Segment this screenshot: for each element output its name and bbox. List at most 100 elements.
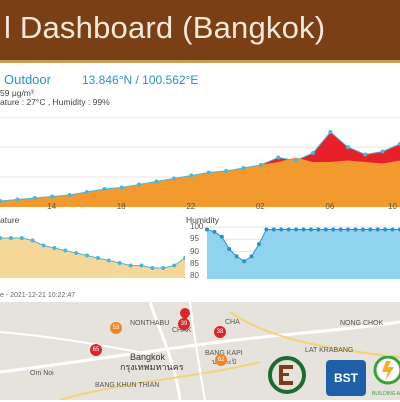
title-bar: l Dashboard (Bangkok)	[0, 0, 400, 60]
temperature-data-point[interactable]	[150, 266, 155, 270]
temperature-area-chart[interactable]	[0, 228, 185, 278]
humidity-data-point[interactable]	[346, 227, 351, 232]
pm-data-point[interactable]	[276, 155, 281, 160]
map-label: Om Noi	[30, 370, 54, 377]
humidity-data-point[interactable]	[375, 227, 380, 232]
pm-data-point[interactable]	[50, 194, 55, 199]
humidity-data-point[interactable]	[338, 227, 343, 232]
bst-logo: BST	[326, 360, 366, 396]
pm-data-point[interactable]	[67, 193, 72, 197]
pm-data-point[interactable]	[154, 179, 159, 184]
map-pin-aqi[interactable]: 65	[90, 344, 102, 356]
temperature-data-point[interactable]	[41, 243, 46, 248]
humidity-data-point[interactable]	[279, 227, 284, 232]
weather-reading: ature : 27°C , Humidity : 99%	[0, 97, 110, 107]
pm-data-point[interactable]	[206, 170, 211, 175]
map-label: BANG KAPI	[205, 350, 243, 357]
pm-data-point[interactable]	[189, 173, 194, 178]
temperature-data-point[interactable]	[8, 236, 13, 240]
humidity-data-point[interactable]	[212, 229, 217, 234]
pm-data-point[interactable]	[0, 199, 2, 203]
pm-data-point[interactable]	[137, 182, 142, 187]
pm-data-point[interactable]	[328, 130, 333, 134]
pm-data-point[interactable]	[293, 158, 298, 163]
humidity-data-point[interactable]	[294, 227, 299, 232]
humidity-data-point[interactable]	[383, 227, 388, 232]
last-updated: e - 2021-12-21 10:22:47	[0, 292, 76, 299]
humidity-data-point[interactable]	[264, 227, 269, 232]
pm-data-point[interactable]	[102, 187, 107, 191]
humidity-data-point[interactable]	[219, 234, 224, 239]
map-pin-aqi[interactable]: 62	[215, 354, 227, 366]
temperature-data-point[interactable]	[0, 236, 2, 240]
map-pin-aqi[interactable]: 39	[178, 318, 190, 330]
pm-data-point[interactable]	[32, 196, 37, 200]
map-roads	[0, 302, 400, 400]
humidity-data-point[interactable]	[368, 227, 373, 232]
humidity-data-point[interactable]	[271, 227, 276, 232]
map-label: LAT KRABANG	[305, 347, 354, 354]
humidity-data-point[interactable]	[323, 227, 328, 232]
temperature-data-point[interactable]	[183, 256, 185, 260]
pm-data-point[interactable]	[311, 151, 316, 155]
map-label-bangkok-thai: กรุงเทพมหานคร	[120, 362, 184, 372]
temperature-data-point[interactable]	[117, 261, 122, 265]
bst-logo-text: BST	[334, 371, 358, 385]
efficiency-logo	[262, 355, 312, 397]
map-pin-aqi[interactable]: 38	[214, 326, 226, 338]
humidity-data-point[interactable]	[256, 242, 261, 247]
humidity-data-point[interactable]	[331, 227, 336, 232]
station-coordinates: 13.846°N / 100.562°E	[82, 73, 199, 87]
pm-data-point[interactable]	[241, 166, 246, 170]
map-pin-aqi[interactable]: 53	[110, 322, 122, 334]
y-tick-label: 90	[190, 246, 199, 256]
humidity-data-point[interactable]	[301, 227, 306, 232]
pm-data-point[interactable]	[380, 149, 385, 154]
humidity-data-point[interactable]	[316, 227, 321, 232]
title-divider	[0, 60, 400, 63]
humidity-data-point[interactable]	[234, 254, 239, 259]
y-tick-label: 80	[190, 271, 199, 280]
station-name[interactable]: Outdoor	[4, 72, 51, 87]
humidity-data-point[interactable]	[286, 227, 291, 232]
temperature-data-point[interactable]	[30, 238, 35, 243]
map-label: CHAK	[172, 327, 192, 334]
x-tick-label: 22	[186, 202, 196, 211]
pm-area-chart[interactable]	[0, 117, 400, 207]
pm-base-area	[0, 157, 400, 207]
temperature-data-point[interactable]	[63, 248, 68, 253]
temperature-data-point[interactable]	[95, 256, 100, 260]
pm-data-point[interactable]	[363, 152, 368, 157]
humidity-data-point[interactable]	[390, 227, 395, 232]
map-label: NONTHABU	[130, 320, 170, 327]
temperature-data-point[interactable]	[172, 263, 177, 268]
temperature-data-point[interactable]	[161, 266, 166, 270]
humidity-data-point[interactable]	[353, 227, 358, 232]
humidity-panel-label: Humidity	[186, 215, 220, 225]
humidity-area-chart[interactable]	[185, 224, 400, 279]
temperature-data-point[interactable]	[74, 251, 79, 255]
pm-data-point[interactable]	[84, 190, 89, 194]
x-tick-label: 10	[388, 202, 397, 211]
humidity-data-point[interactable]	[242, 259, 247, 264]
humidity-data-point[interactable]	[360, 227, 365, 232]
temperature-data-point[interactable]	[128, 263, 133, 268]
humidity-data-point[interactable]	[227, 247, 232, 252]
pm-data-point[interactable]	[258, 163, 263, 167]
pm-data-point[interactable]	[119, 185, 124, 190]
humidity-data-point[interactable]	[308, 227, 313, 232]
temperature-data-point[interactable]	[85, 253, 90, 258]
temperature-data-point[interactable]	[52, 246, 57, 250]
humidity-data-point[interactable]	[249, 254, 254, 259]
pm-data-point[interactable]	[15, 197, 20, 202]
pm-data-point[interactable]	[345, 145, 350, 149]
temperature-data-point[interactable]	[106, 258, 111, 263]
temperature-area	[0, 238, 185, 278]
x-tick-label: 06	[325, 202, 335, 211]
pm-data-point[interactable]	[171, 176, 176, 181]
humidity-data-point[interactable]	[205, 227, 209, 232]
pm-data-point[interactable]	[224, 169, 229, 173]
temperature-data-point[interactable]	[139, 263, 144, 268]
temperature-panel-label: ature	[0, 215, 20, 225]
temperature-data-point[interactable]	[19, 236, 24, 240]
